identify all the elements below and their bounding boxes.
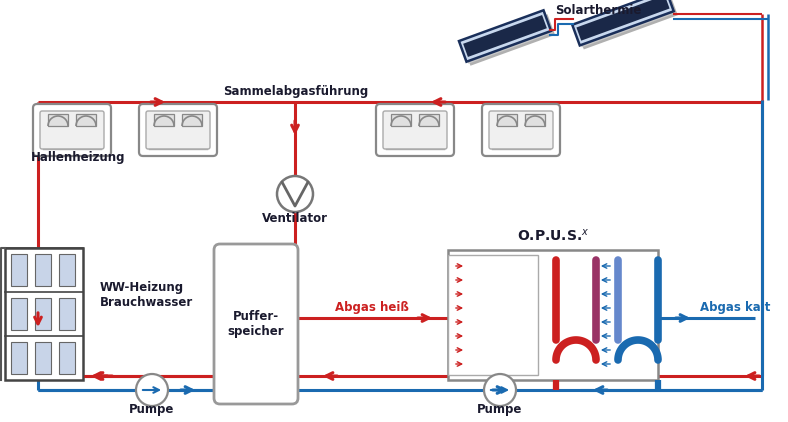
Bar	[5, 248, 83, 380]
Polygon shape	[577, 0, 670, 41]
FancyBboxPatch shape	[376, 104, 454, 156]
Polygon shape	[461, 12, 553, 64]
Bar	[59, 342, 75, 374]
Circle shape	[484, 374, 516, 406]
Bar	[419, 114, 439, 126]
FancyBboxPatch shape	[489, 111, 553, 149]
FancyBboxPatch shape	[214, 244, 298, 404]
Text: Ventilator: Ventilator	[262, 211, 328, 225]
Text: Solarthermie: Solarthermie	[555, 4, 641, 17]
Polygon shape	[574, 0, 676, 47]
Bar	[448, 250, 658, 380]
Text: Sammelabgasführung: Sammelabgasführung	[223, 86, 369, 98]
FancyBboxPatch shape	[146, 111, 210, 149]
Polygon shape	[576, 0, 678, 49]
FancyBboxPatch shape	[139, 104, 217, 156]
Bar	[497, 114, 517, 126]
FancyBboxPatch shape	[33, 104, 111, 156]
Text: Hallenheizung: Hallenheizung	[31, 151, 125, 165]
Text: O.P.U.S.$^{x}$: O.P.U.S.$^{x}$	[517, 228, 589, 244]
Bar	[35, 254, 51, 286]
Circle shape	[277, 176, 313, 212]
Text: Pumpe: Pumpe	[129, 403, 175, 417]
Bar	[525, 114, 545, 126]
Text: Puffer-
speicher: Puffer- speicher	[228, 310, 284, 338]
FancyBboxPatch shape	[383, 111, 447, 149]
Bar	[391, 114, 411, 126]
Polygon shape	[463, 14, 555, 66]
Bar	[11, 298, 27, 330]
Bar	[59, 254, 75, 286]
Bar	[76, 114, 96, 126]
Bar	[11, 254, 27, 286]
Bar	[182, 114, 202, 126]
Bar	[35, 298, 51, 330]
Bar	[48, 114, 68, 126]
Circle shape	[136, 374, 168, 406]
Polygon shape	[463, 15, 547, 57]
FancyBboxPatch shape	[482, 104, 560, 156]
Polygon shape	[459, 10, 551, 62]
Bar	[11, 342, 27, 374]
FancyBboxPatch shape	[40, 111, 104, 149]
Bar	[448, 255, 538, 375]
Text: WW-Heizung
Brauchwasser: WW-Heizung Brauchwasser	[100, 281, 193, 309]
Text: Abgas heiß: Abgas heiß	[335, 301, 409, 314]
Text: Abgas kalt: Abgas kalt	[700, 301, 771, 314]
Bar	[35, 342, 51, 374]
Polygon shape	[572, 0, 674, 46]
Bar	[154, 114, 174, 126]
Bar	[59, 298, 75, 330]
Text: Pumpe: Pumpe	[478, 403, 522, 417]
